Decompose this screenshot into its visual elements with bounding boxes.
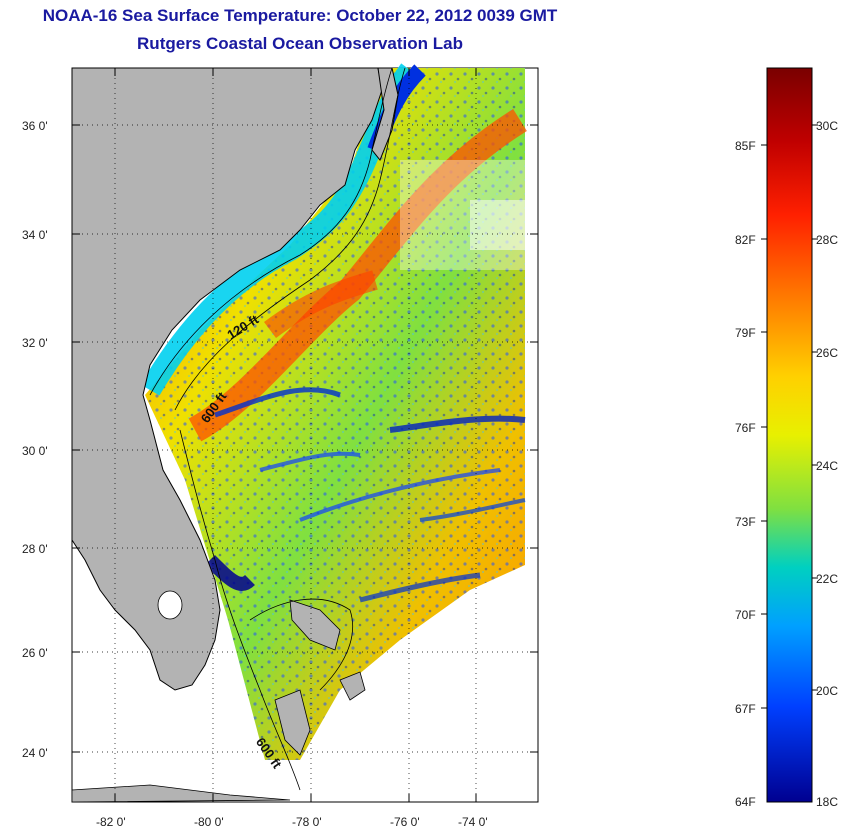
colorbar-label-70f: 70F (735, 608, 756, 622)
lon-label-78: -78 0' (292, 815, 322, 829)
bahamas-islands (274, 599, 366, 756)
colorbar-label-26c: 26C (816, 346, 838, 360)
colorbar-label-73f: 73F (735, 515, 756, 529)
color-bar: 85F 82F 79F 76F 73F 70F 67F 64F 30C 28C … (735, 67, 838, 809)
lake-okeechobee (157, 590, 183, 620)
isobath-contours (149, 67, 406, 791)
colorbar-label-85f: 85F (735, 139, 756, 153)
colorbar-label-28c: 28C (816, 233, 838, 247)
lat-label-32: 32 0' (22, 336, 48, 350)
colorbar-label-79f: 79F (735, 326, 756, 340)
map-ticks (72, 68, 538, 802)
colorbar-label-82f: 82F (735, 233, 756, 247)
color-bar-gradient (766, 67, 813, 803)
colorbar-label-22c: 22C (816, 572, 838, 586)
land-mass (71, 67, 383, 691)
colorbar-label-20c: 20C (816, 684, 838, 698)
sst-map: 120 ft 600 ft 600 ft 36 0' 34 0' 32 0' 3… (22, 63, 539, 829)
map-subtitle: Rutgers Coastal Ocean Observation Lab (137, 34, 463, 53)
map-title: NOAA-16 Sea Surface Temperature: October… (42, 6, 558, 25)
color-bar-ticks (761, 124, 818, 709)
lat-label-30: 30 0' (22, 444, 48, 458)
cuba-coast (71, 784, 291, 803)
colorbar-label-64f: 64F (735, 795, 756, 809)
colorbar-label-76f: 76F (735, 421, 756, 435)
outer-banks (371, 67, 399, 161)
colorbar-label-24c: 24C (816, 459, 838, 473)
lat-label-34: 34 0' (22, 228, 48, 242)
sst-swath (140, 63, 527, 760)
lat-label-26: 26 0' (22, 646, 48, 660)
colorbar-label-67f: 67F (735, 702, 756, 716)
lon-label-80: -80 0' (194, 815, 224, 829)
lat-label-28: 28 0' (22, 542, 48, 556)
lon-label-82: -82 0' (96, 815, 126, 829)
colorbar-label-30c: 30C (816, 119, 838, 133)
lon-label-74: -74 0' (458, 815, 488, 829)
lat-label-24: 24 0' (22, 746, 48, 760)
lon-label-76: -76 0' (390, 815, 420, 829)
lat-label-36: 36 0' (22, 119, 48, 133)
colorbar-label-18c: 18C (816, 795, 838, 809)
